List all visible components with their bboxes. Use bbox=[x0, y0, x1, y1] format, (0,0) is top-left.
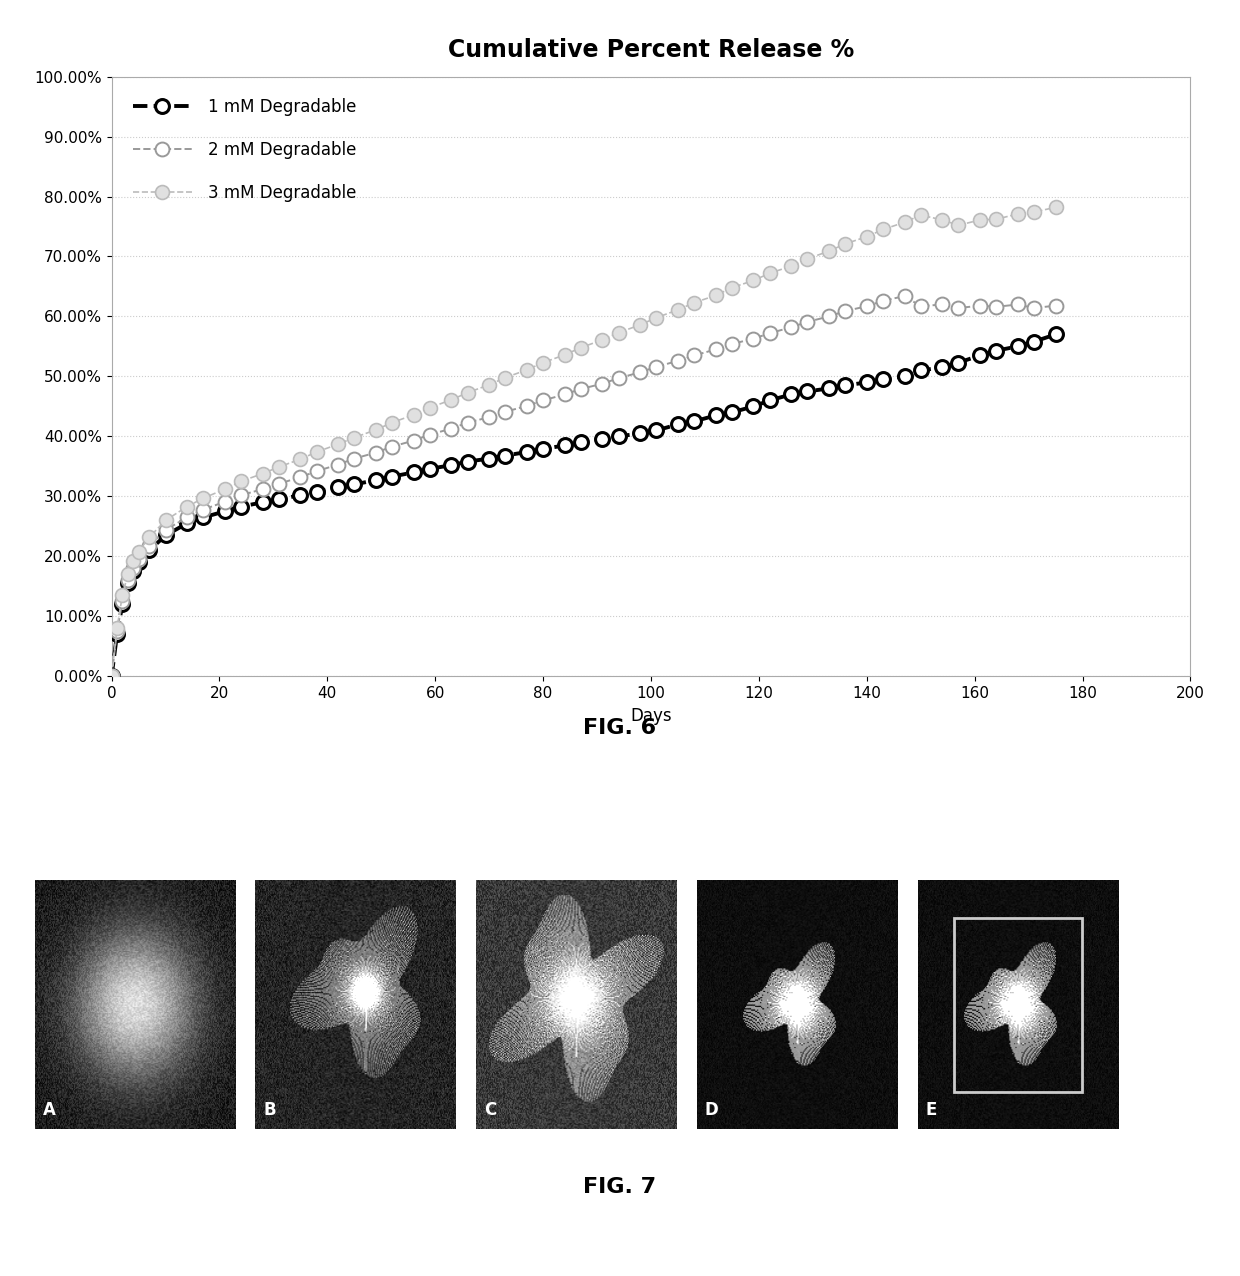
Bar bbox=[954, 917, 1083, 1092]
Text: A: A bbox=[42, 1101, 56, 1119]
Text: D: D bbox=[704, 1101, 719, 1119]
Text: FIG. 6: FIG. 6 bbox=[584, 717, 656, 738]
Title: Cumulative Percent Release %: Cumulative Percent Release % bbox=[448, 38, 854, 63]
Text: C: C bbox=[484, 1101, 496, 1119]
Text: FIG. 7: FIG. 7 bbox=[584, 1176, 656, 1197]
Legend: 1 mM Degradable, 2 mM Degradable, 3 mM Degradable: 1 mM Degradable, 2 mM Degradable, 3 mM D… bbox=[120, 85, 370, 216]
Text: B: B bbox=[263, 1101, 277, 1119]
Text: E: E bbox=[925, 1101, 937, 1119]
X-axis label: Days: Days bbox=[630, 707, 672, 725]
